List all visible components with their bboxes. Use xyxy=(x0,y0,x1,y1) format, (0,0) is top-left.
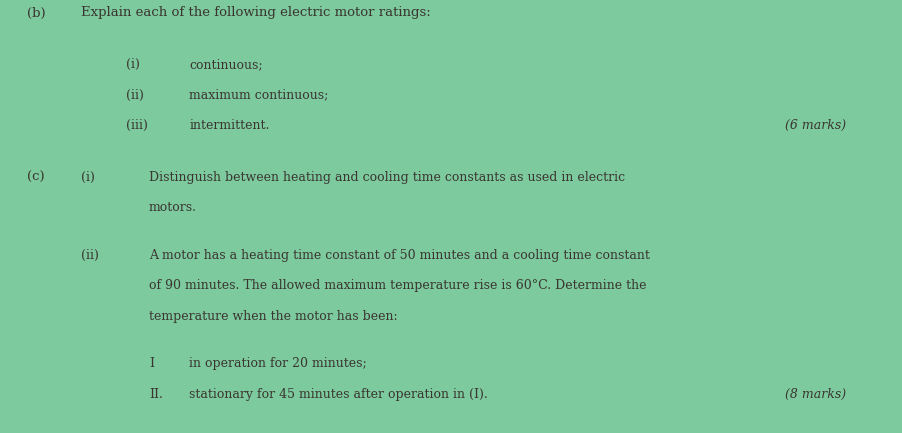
Text: A motor has a heating time constant of 50 minutes and a cooling time constant: A motor has a heating time constant of 5… xyxy=(149,249,649,262)
Text: (c): (c) xyxy=(27,171,45,184)
Text: of 90 minutes. The allowed maximum temperature rise is 60°C. Determine the: of 90 minutes. The allowed maximum tempe… xyxy=(149,279,647,292)
Text: (i): (i) xyxy=(126,58,140,71)
Text: (6 marks): (6 marks) xyxy=(785,119,846,132)
Text: motors.: motors. xyxy=(149,201,197,214)
Text: (i): (i) xyxy=(81,171,95,184)
Text: (iii): (iii) xyxy=(126,119,148,132)
Text: Distinguish between heating and cooling time constants as used in electric: Distinguish between heating and cooling … xyxy=(149,171,625,184)
Text: continuous;: continuous; xyxy=(189,58,263,71)
Text: (8 marks): (8 marks) xyxy=(785,388,846,401)
Text: II.: II. xyxy=(149,388,162,401)
Text: (b): (b) xyxy=(27,6,46,19)
Text: I: I xyxy=(149,357,154,370)
Text: intermittent.: intermittent. xyxy=(189,119,270,132)
Text: temperature when the motor has been:: temperature when the motor has been: xyxy=(149,310,398,323)
Text: in operation for 20 minutes;: in operation for 20 minutes; xyxy=(189,357,367,370)
Text: (ii): (ii) xyxy=(126,89,144,102)
Text: maximum continuous;: maximum continuous; xyxy=(189,89,329,102)
Text: Explain each of the following electric motor ratings:: Explain each of the following electric m… xyxy=(81,6,431,19)
Text: (ii): (ii) xyxy=(81,249,99,262)
Text: stationary for 45 minutes after operation in (I).: stationary for 45 minutes after operatio… xyxy=(189,388,488,401)
